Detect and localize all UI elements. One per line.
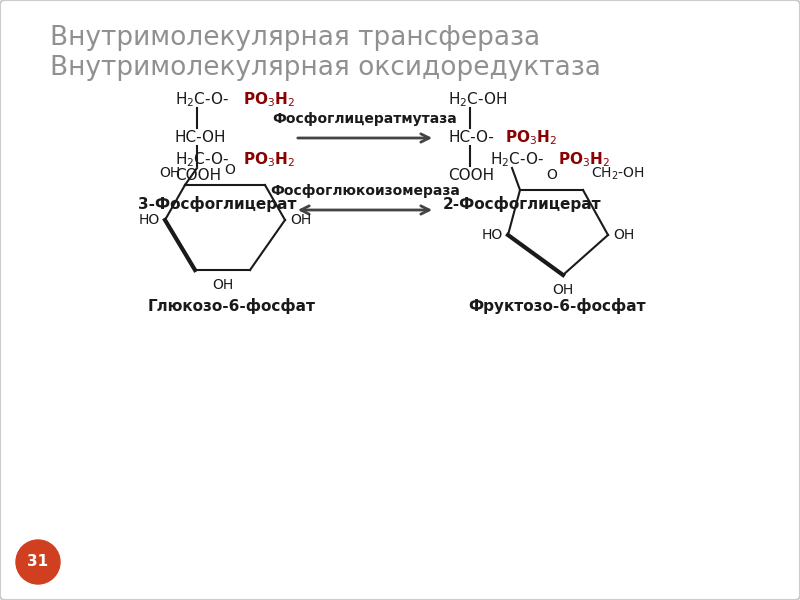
Text: OH: OH xyxy=(552,283,574,297)
Text: CH$_2$-OH: CH$_2$-OH xyxy=(591,166,645,182)
Text: O: O xyxy=(546,168,557,182)
Text: Фруктозо-6-фосфат: Фруктозо-6-фосфат xyxy=(468,298,646,314)
Text: HC-O-: HC-O- xyxy=(448,130,494,145)
Text: H$_2$C-O-: H$_2$C-O- xyxy=(175,151,229,169)
Text: PO$_3$H$_2$: PO$_3$H$_2$ xyxy=(243,151,295,169)
Text: Глюкозо-6-фосфат: Глюкозо-6-фосфат xyxy=(148,298,316,314)
Text: Фосфоглицератмутаза: Фосфоглицератмутаза xyxy=(273,112,458,126)
Text: PO$_3$H$_2$: PO$_3$H$_2$ xyxy=(243,91,295,109)
Text: HO: HO xyxy=(482,228,503,242)
Text: 31: 31 xyxy=(27,554,49,569)
Text: PO$_3$H$_2$: PO$_3$H$_2$ xyxy=(505,128,557,148)
Text: OH: OH xyxy=(290,213,311,227)
Text: 3-Фосфоглицерат: 3-Фосфоглицерат xyxy=(138,196,297,212)
Text: HO: HO xyxy=(138,213,160,227)
Text: OH: OH xyxy=(613,228,634,242)
Text: 2-Фосфоглицерат: 2-Фосфоглицерат xyxy=(443,196,602,212)
Circle shape xyxy=(16,540,60,584)
Text: COOH: COOH xyxy=(175,169,221,184)
Text: Внутримолекулярная оксидоредуктаза: Внутримолекулярная оксидоредуктаза xyxy=(50,55,601,81)
Text: OH: OH xyxy=(212,278,233,292)
Text: Фосфоглюкоизомераза: Фосфоглюкоизомераза xyxy=(270,184,460,198)
Text: Внутримолекулярная трансфераза: Внутримолекулярная трансфераза xyxy=(50,25,540,51)
Text: O: O xyxy=(225,163,235,177)
Text: HC-OH: HC-OH xyxy=(175,130,226,145)
Text: COOH: COOH xyxy=(448,169,494,184)
Text: H$_2$C-OH: H$_2$C-OH xyxy=(448,91,507,109)
Text: OH: OH xyxy=(158,166,180,180)
Text: H$_2$C-O-: H$_2$C-O- xyxy=(490,151,544,169)
Text: H$_2$C-O-: H$_2$C-O- xyxy=(175,91,229,109)
Text: PO$_3$H$_2$: PO$_3$H$_2$ xyxy=(558,151,610,169)
